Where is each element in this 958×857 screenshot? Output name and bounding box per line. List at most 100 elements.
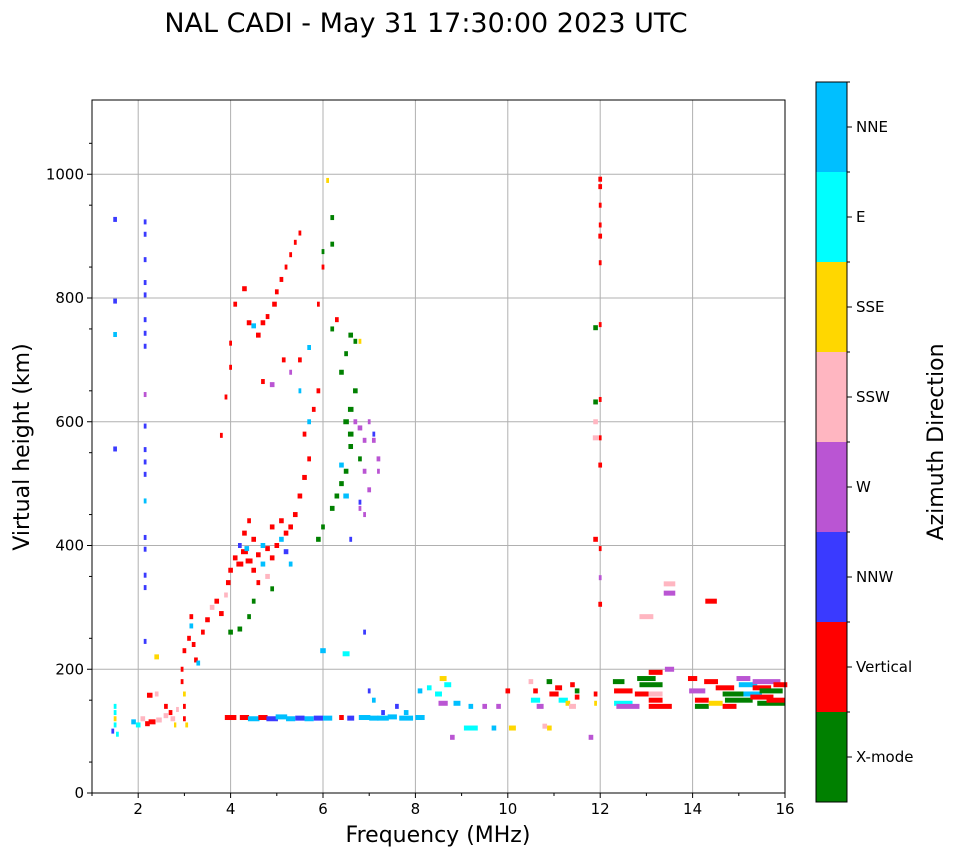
y-tick-label: 1000 (46, 165, 84, 183)
data-point (288, 561, 293, 567)
data-point (143, 585, 147, 591)
data-point (245, 558, 253, 564)
data-point (639, 614, 654, 620)
data-point (143, 534, 147, 540)
data-point (298, 357, 302, 363)
data-point (265, 546, 270, 552)
data-point (111, 728, 115, 734)
data-point (321, 249, 325, 255)
data-point (251, 536, 257, 542)
data-point (588, 734, 594, 740)
colorbar-swatch-e (816, 172, 847, 262)
colorbar-swatch-ssw (816, 352, 847, 442)
data-point (371, 697, 376, 703)
data-point (302, 431, 307, 437)
data-point (143, 498, 147, 504)
data-point (304, 716, 314, 722)
data-point (174, 722, 177, 728)
data-point (295, 715, 305, 721)
data-point (247, 518, 251, 524)
data-point (251, 323, 257, 329)
data-point (759, 688, 783, 694)
y-tick-label: 0 (74, 784, 84, 802)
data-point (639, 682, 663, 688)
colorbar-label: Azimuth Direction (924, 343, 949, 540)
data-point (614, 700, 633, 706)
data-point (569, 703, 576, 709)
x-tick-label: 2 (133, 800, 143, 818)
data-point (369, 715, 379, 721)
x-tick-label: 6 (318, 800, 328, 818)
data-point (542, 723, 548, 729)
data-point (113, 216, 117, 222)
data-point (143, 447, 147, 453)
data-point (752, 679, 781, 685)
data-point (140, 716, 146, 722)
data-point (143, 330, 147, 336)
data-point (251, 598, 256, 604)
data-point (362, 468, 367, 474)
data-point (663, 581, 676, 587)
data-point (143, 292, 147, 298)
data-point (302, 474, 307, 480)
data-point (323, 715, 333, 721)
data-point (505, 688, 511, 694)
y-tick-label: 200 (55, 660, 84, 678)
data-point (335, 317, 339, 323)
data-point (156, 717, 162, 723)
data-point (164, 703, 168, 709)
data-point (131, 719, 136, 725)
data-point (289, 369, 293, 375)
data-point (297, 493, 303, 499)
data-point (279, 518, 284, 524)
data-point (362, 437, 367, 443)
data-point (594, 700, 597, 706)
data-point (593, 325, 598, 331)
data-point (353, 338, 358, 344)
colorbar-label-item: NNW (856, 568, 893, 586)
data-point (183, 691, 186, 697)
data-point (453, 700, 461, 706)
data-point (311, 406, 316, 412)
plot-frame (91, 99, 786, 794)
data-point (240, 549, 248, 555)
data-point (648, 691, 663, 697)
data-point (272, 301, 277, 307)
data-point (236, 561, 244, 567)
data-point (183, 716, 186, 722)
data-point (344, 351, 348, 357)
data-point (736, 676, 751, 682)
data-point (289, 252, 293, 258)
data-point (194, 657, 198, 663)
x-tick-label: 4 (226, 800, 236, 818)
data-point (648, 697, 663, 703)
data-point (598, 546, 602, 552)
data-point (757, 700, 785, 706)
data-point (536, 703, 544, 709)
y-tick-label: 600 (55, 413, 84, 431)
data-point (307, 345, 311, 350)
data-point (438, 700, 448, 706)
data-point (722, 703, 737, 709)
data-point (593, 419, 598, 425)
data-point (246, 320, 252, 326)
data-point (168, 710, 173, 716)
data-point (339, 481, 344, 487)
colorbar-label-item: E (856, 208, 865, 226)
data-point (363, 512, 366, 518)
data-point (135, 722, 141, 728)
data-point (750, 694, 774, 700)
data-point (321, 524, 325, 530)
data-point (260, 561, 266, 567)
x-tick-label: 16 (775, 800, 794, 818)
data-point (353, 419, 358, 425)
data-point (281, 357, 286, 363)
data-point (265, 314, 270, 320)
data-point (266, 716, 278, 722)
data-point (143, 343, 147, 349)
data-point (145, 721, 150, 727)
data-point (237, 626, 243, 632)
data-point (313, 715, 323, 721)
data-point (348, 332, 354, 338)
data-point (705, 598, 717, 604)
